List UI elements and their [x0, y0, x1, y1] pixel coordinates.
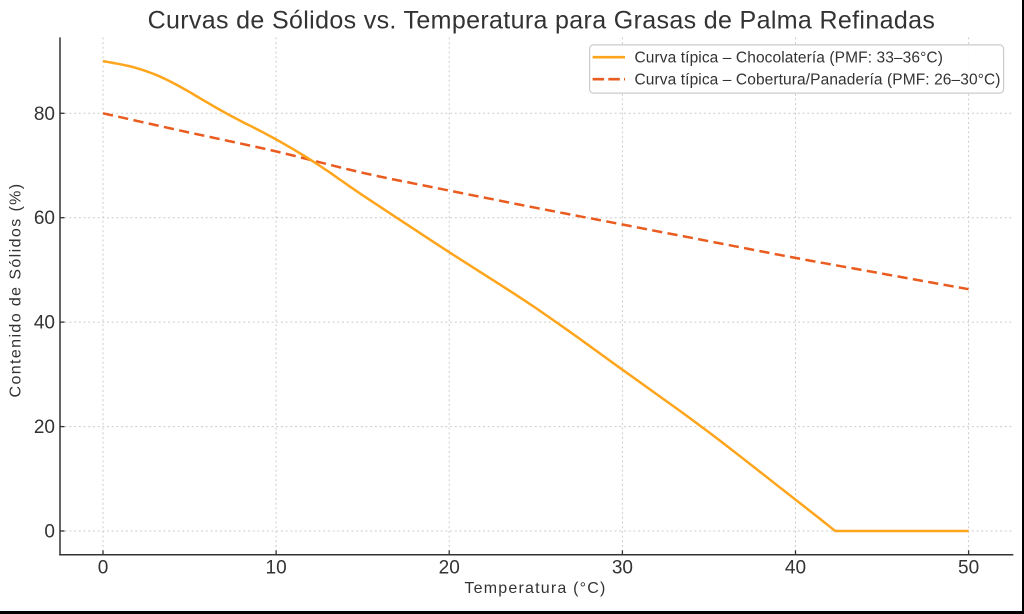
svg-text:40: 40 — [785, 558, 806, 579]
svg-text:Curva típica – Cobertura/Panad: Curva típica – Cobertura/Panadería (PMF:… — [635, 71, 1001, 88]
svg-text:50: 50 — [958, 558, 979, 579]
svg-text:20: 20 — [34, 417, 55, 438]
svg-text:20: 20 — [439, 558, 460, 579]
svg-text:40: 40 — [34, 313, 55, 334]
svg-text:Contenido de Sólidos (%): Contenido de Sólidos (%) — [8, 182, 25, 397]
svg-text:10: 10 — [266, 558, 287, 579]
svg-text:Curva típica – Chocolatería (P: Curva típica – Chocolatería (PMF: 33–36°… — [635, 49, 943, 66]
svg-text:30: 30 — [612, 558, 633, 579]
svg-text:0: 0 — [44, 522, 55, 543]
svg-text:0: 0 — [98, 558, 109, 579]
svg-text:60: 60 — [34, 208, 55, 229]
svg-text:80: 80 — [34, 104, 55, 125]
svg-text:Temperatura (°C): Temperatura (°C) — [464, 580, 606, 597]
svg-text:Curvas de Sólidos vs. Temperat: Curvas de Sólidos vs. Temperatura para G… — [148, 6, 936, 34]
